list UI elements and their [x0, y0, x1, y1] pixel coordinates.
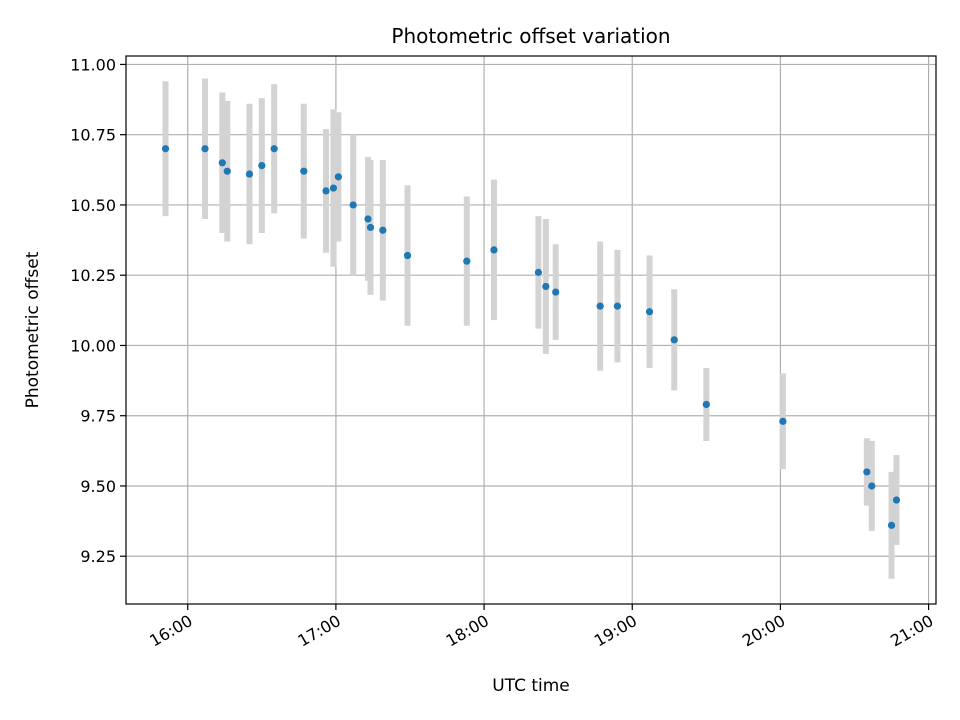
data-point	[379, 226, 387, 234]
data-point	[702, 400, 710, 409]
data-point	[270, 145, 278, 153]
y-axis-ticks: 9.25 9.50 9.75 10.00 10.25 10.50 10.75 11.00	[70, 55, 126, 566]
data-point	[887, 521, 896, 529]
data-point	[300, 167, 308, 175]
y-tick-label: 9.75	[80, 407, 116, 426]
data-point	[596, 302, 604, 310]
data-point	[645, 308, 654, 316]
data-point	[779, 417, 787, 425]
plot-frame	[125, 55, 937, 605]
data-point	[490, 246, 498, 254]
data-point	[670, 336, 678, 344]
y-tick-label: 9.25	[80, 547, 116, 566]
y-tick-label: 10.50	[70, 196, 116, 215]
y-tick-label: 10.75	[70, 126, 116, 145]
y-tick-label: 11.00	[70, 55, 116, 74]
y-axis-title: Photometric offset	[23, 251, 43, 408]
data-points	[161, 145, 901, 529]
data-point	[161, 145, 170, 153]
data-point	[322, 187, 330, 195]
data-point	[218, 159, 226, 167]
data-point	[542, 282, 550, 291]
data-point	[366, 223, 375, 232]
data-point	[245, 170, 254, 178]
chart-title: Photometric offset variation	[391, 24, 670, 48]
data-point	[329, 184, 338, 192]
data-point	[349, 201, 357, 209]
data-point	[868, 482, 876, 490]
grid-lines	[126, 56, 936, 604]
data-point	[892, 496, 901, 504]
x-axis-title: UTC time	[492, 676, 570, 696]
data-point	[863, 468, 871, 476]
data-point	[364, 215, 372, 223]
data-point	[403, 251, 412, 260]
data-point	[463, 257, 471, 265]
y-tick-label: 9.50	[80, 477, 116, 496]
data-point	[552, 288, 560, 296]
y-tick-label: 10.00	[70, 336, 116, 355]
data-point	[223, 167, 231, 175]
data-point	[613, 302, 622, 310]
data-point	[201, 145, 209, 153]
data-point	[258, 162, 266, 170]
data-point	[334, 173, 342, 181]
y-tick-label: 10.25	[70, 266, 116, 285]
data-point	[534, 268, 543, 276]
